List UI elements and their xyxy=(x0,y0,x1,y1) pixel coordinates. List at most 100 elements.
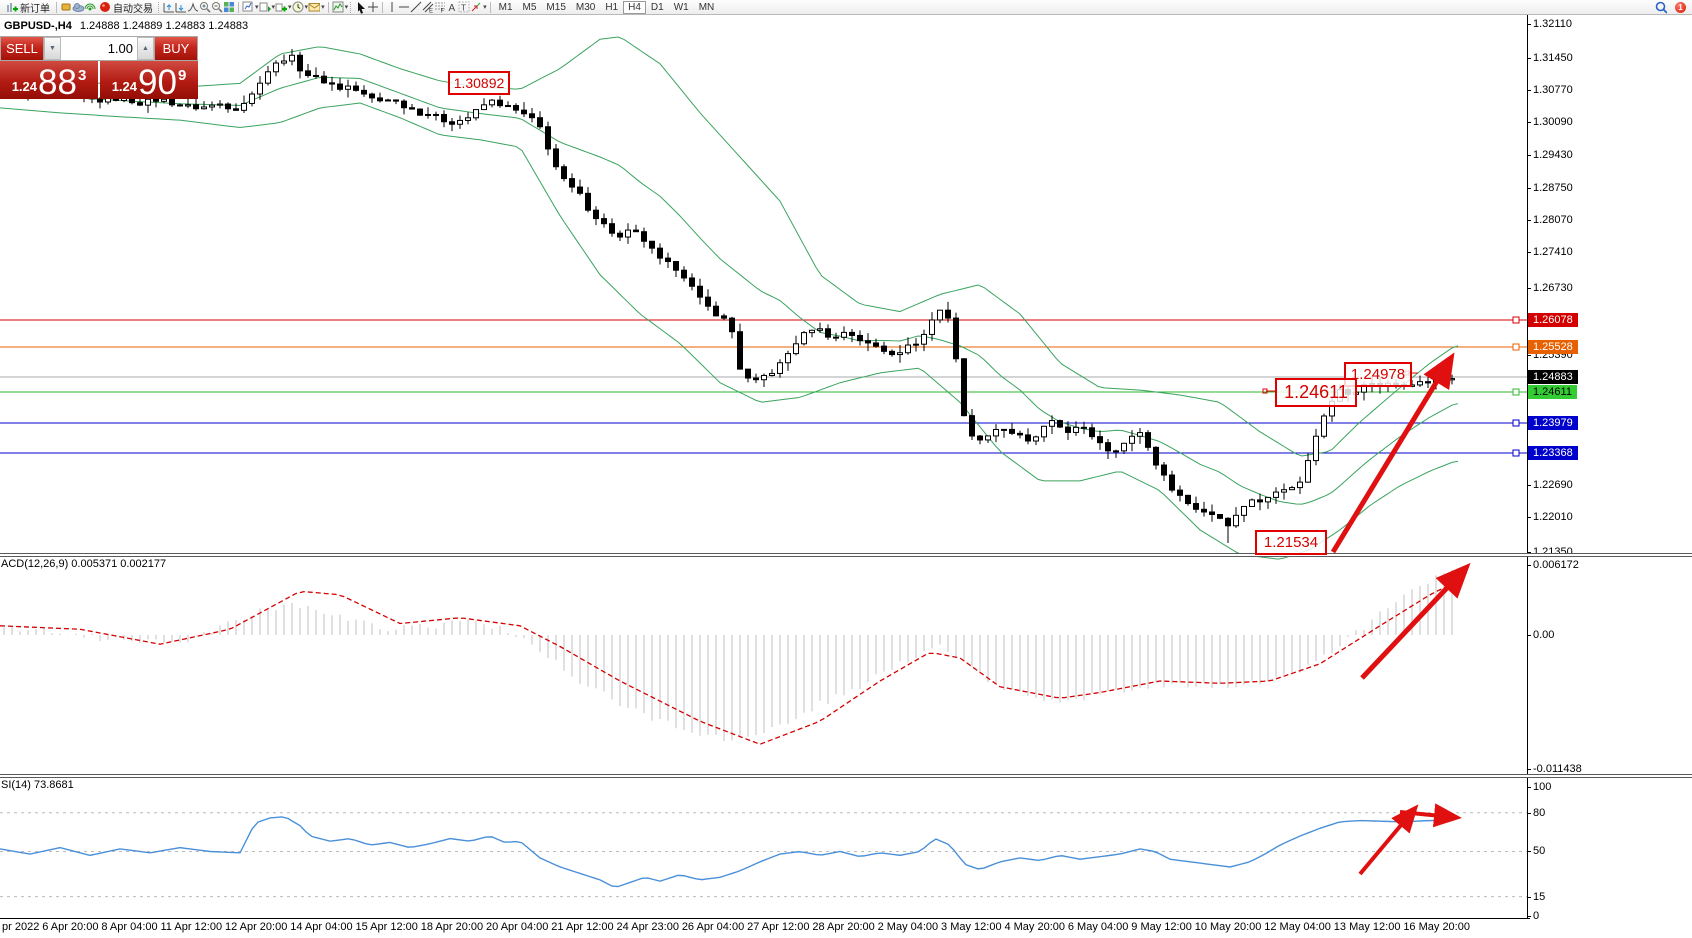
signal-icon[interactable] xyxy=(84,1,96,13)
time-axis-label: 27 Apr 12:00 xyxy=(747,921,810,933)
fibonacci-icon[interactable]: F xyxy=(434,1,446,13)
notification-icon[interactable]: 1 xyxy=(1675,1,1686,13)
toolbar-grip xyxy=(350,1,353,13)
axis-tick: 50 xyxy=(1526,845,1546,857)
bell-curve-icon[interactable] xyxy=(187,1,199,13)
timeframe-M5[interactable]: M5 xyxy=(522,1,537,13)
time-axis-label: 8 Apr 04:00 xyxy=(101,921,158,933)
sell-price-display[interactable]: 1.24 88 3 xyxy=(0,61,98,102)
tile-windows-icon[interactable] xyxy=(223,1,235,13)
trendline-icon[interactable] xyxy=(410,1,422,13)
svg-text:T: T xyxy=(461,4,466,13)
channel-icon[interactable]: E xyxy=(422,1,434,13)
chevron-down-icon[interactable]: ▾ xyxy=(304,4,309,11)
auto-trade-label: 自动交易 xyxy=(113,3,153,15)
timeframe-H4[interactable]: H4 xyxy=(623,0,646,14)
chevron-down-icon[interactable]: ▾ xyxy=(344,4,349,11)
chart-style-icon[interactable] xyxy=(332,1,344,13)
vertical-line-icon[interactable] xyxy=(386,1,398,13)
new-chart-icon[interactable] xyxy=(242,1,254,13)
pane-separator-macd[interactable] xyxy=(0,553,1692,557)
separator xyxy=(238,1,239,13)
crosshair-icon[interactable] xyxy=(367,1,379,13)
shapes-arrows-icon[interactable] xyxy=(470,1,482,13)
indicators-add-icon[interactable] xyxy=(275,1,288,13)
axis-tick: 0.00 xyxy=(1526,629,1555,641)
symbol-period: GBPUSD-,H4 xyxy=(4,20,72,32)
time-axis[interactable]: pr 2022 6 Apr 20:00 8 Apr 04:00 11 Apr 12:0… xyxy=(2,921,1470,933)
timeframe-MN[interactable]: MN xyxy=(698,1,715,13)
toolbar-grip xyxy=(158,1,161,13)
volume-decrease-button[interactable]: ▼ xyxy=(44,37,61,60)
price-annotation-1.21534[interactable]: 1.21534 xyxy=(1255,530,1327,555)
zoom-out-icon[interactable] xyxy=(211,1,223,13)
annotation-arrows[interactable] xyxy=(1262,352,1471,876)
zoom-in-icon[interactable] xyxy=(199,1,211,13)
time-axis-label: 21 Apr 12:00 xyxy=(551,921,614,933)
cursor-icon[interactable] xyxy=(355,1,367,14)
red-arrow xyxy=(1399,803,1462,828)
volume-increase-button[interactable]: ▲ xyxy=(137,37,154,60)
separator xyxy=(382,1,384,13)
period-clock-icon[interactable] xyxy=(292,1,304,13)
timeframe-M30[interactable]: M30 xyxy=(575,1,596,13)
one-click-trading-panel: SELL ▼ 1.00 ▲ BUY 1.24 88 3 1.24 90 9 xyxy=(0,36,198,102)
horizontal-line-icon[interactable] xyxy=(398,1,410,13)
time-axis-label: 16 May 20:00 xyxy=(1403,921,1470,933)
svg-text:F: F xyxy=(441,9,445,14)
axis-tick: 1.26730 xyxy=(1527,282,1573,294)
time-axis-label: 2 May 04:00 xyxy=(877,921,939,933)
new-order-button[interactable]: 新订单 xyxy=(3,1,53,15)
buy-price-big: 90 xyxy=(138,63,177,102)
auto-trade-button[interactable]: 自动交易 xyxy=(96,1,156,15)
price-annotation-1.24978[interactable]: 1.24978 xyxy=(1344,362,1412,387)
price-badge-1.23979: 1.23979 xyxy=(1528,416,1578,430)
chevron-down-icon[interactable]: ▾ xyxy=(288,4,292,11)
buy-button[interactable]: BUY xyxy=(155,37,197,60)
search-icon[interactable] xyxy=(1655,1,1667,14)
price-annotation-1.30892[interactable]: 1.30892 xyxy=(448,71,510,95)
text-icon[interactable]: A xyxy=(446,1,458,13)
timeframe-H1[interactable]: H1 xyxy=(605,1,619,13)
gold-cube-icon[interactable] xyxy=(60,1,72,13)
price-badge-1.24883: 1.24883 xyxy=(1528,370,1578,384)
axis-tick: 1.22690 xyxy=(1527,479,1573,491)
buy-price-display[interactable]: 1.24 90 9 xyxy=(100,61,198,102)
timeframe-M15[interactable]: M15 xyxy=(546,1,566,13)
chevron-down-icon[interactable]: ▾ xyxy=(255,4,259,11)
bar-profile-up-icon[interactable] xyxy=(163,1,175,13)
mail-icon[interactable] xyxy=(308,1,321,13)
timeframe-M1[interactable]: M1 xyxy=(498,1,513,13)
timeframe-D1[interactable]: D1 xyxy=(650,1,664,13)
sell-price-big: 88 xyxy=(38,63,77,102)
time-axis-label: 18 Apr 20:00 xyxy=(420,921,484,933)
timeframe-toolbar: M1 M5 M15 M30 H1 H4 D1 W1 MN xyxy=(494,0,720,14)
chevron-down-icon[interactable]: ▾ xyxy=(483,4,487,11)
auto-trade-icon xyxy=(99,1,111,13)
axis-tick: 1.31450 xyxy=(1527,52,1573,64)
bollinger-bands xyxy=(0,36,1459,560)
text-label-icon[interactable]: T xyxy=(458,1,470,13)
sell-button[interactable]: SELL xyxy=(1,37,43,60)
price-annotation-1.24611[interactable]: 1.24611 xyxy=(1275,378,1357,407)
line-handle xyxy=(1512,388,1520,396)
time-axis-label: pr 2022 xyxy=(2,921,40,933)
chevron-down-icon[interactable]: ▾ xyxy=(321,4,325,11)
chevron-down-icon[interactable]: ▾ xyxy=(271,4,276,11)
timeframe-W1[interactable]: W1 xyxy=(673,1,689,13)
chart-canvas[interactable] xyxy=(0,15,1692,938)
red-arrow xyxy=(1360,562,1471,680)
pane-separator-rsi[interactable] xyxy=(0,774,1692,778)
axis-tick: 1.30770 xyxy=(1527,84,1573,96)
cloud-icon[interactable] xyxy=(72,1,84,13)
profiles-icon[interactable] xyxy=(259,1,271,13)
axis-tick: 80 xyxy=(1526,807,1546,819)
chart-title: GBPUSD-,H4 1.24888 1.24889 1.24883 1.2488… xyxy=(4,20,248,32)
toolbar: 新订单 自动交易 ▾ ▾ ▾ ▾ ▾ ▾ E F A T ▾ M1 M5 M15 M3… xyxy=(0,0,1692,15)
volume-value[interactable]: 1.00 xyxy=(107,41,133,56)
line-handle xyxy=(1512,419,1520,427)
rsi-label: SI(14) 73.8681 xyxy=(1,779,74,791)
time-axis-label: 6 Apr 20:00 xyxy=(42,921,99,933)
bar-profile-down-icon[interactable] xyxy=(175,1,187,13)
time-axis-label: 24 Apr 23:00 xyxy=(616,921,679,933)
